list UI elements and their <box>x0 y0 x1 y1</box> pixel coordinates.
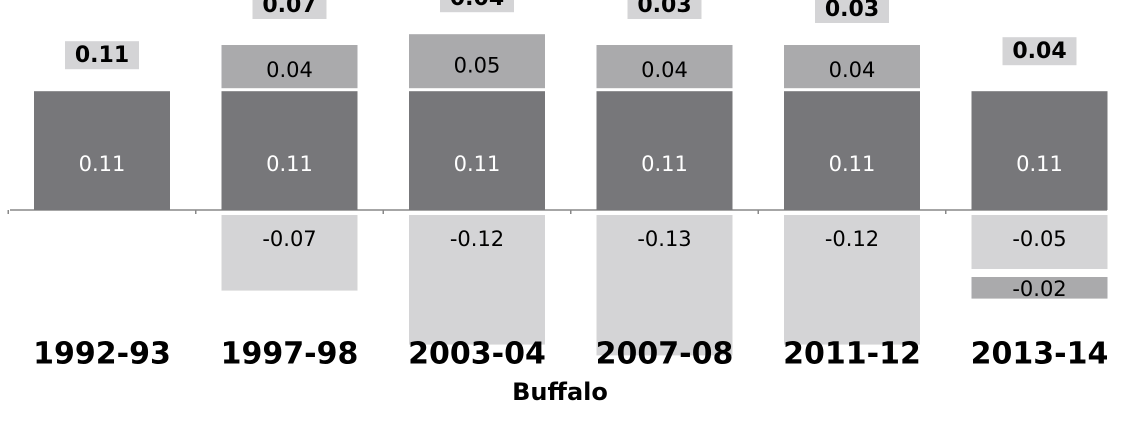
data-label: 0.11 <box>1016 152 1063 176</box>
data-label: -0.02 <box>1012 277 1066 301</box>
data-label: 0.11 <box>266 152 313 176</box>
bar-segment <box>784 45 920 89</box>
bar-segment <box>34 91 170 210</box>
total-label-box <box>1002 37 1077 66</box>
bar-segment <box>221 45 358 89</box>
data-label: 0.04 <box>641 58 688 82</box>
total-label: 0.07 <box>262 0 316 18</box>
total-label: 0.03 <box>825 0 879 22</box>
total-label: 0.04 <box>450 0 504 11</box>
total-label-box <box>440 0 514 13</box>
bar-segment <box>596 91 733 210</box>
total-label-box <box>627 0 702 19</box>
bar-segment <box>971 277 1108 299</box>
total-label-box <box>252 0 327 19</box>
data-label: -0.13 <box>637 227 691 251</box>
category-label: 2013-14 <box>971 337 1109 372</box>
total-label: 0.11 <box>75 43 129 68</box>
data-label: -0.12 <box>450 227 504 251</box>
data-label: 0.11 <box>641 152 688 176</box>
bar-segment <box>409 215 545 345</box>
data-label: 0.11 <box>79 152 126 176</box>
bar-segment <box>784 215 920 345</box>
data-label: -0.07 <box>262 227 316 251</box>
bar-segment <box>596 45 733 89</box>
bar-segment <box>409 34 545 89</box>
data-label: 0.04 <box>829 58 876 82</box>
category-label: 2003-04 <box>408 337 546 372</box>
category-label: 2007-08 <box>596 337 734 372</box>
total-label-box <box>65 41 139 70</box>
data-label: 0.05 <box>454 54 501 78</box>
bar-segment <box>596 215 733 356</box>
bar-segment <box>971 91 1108 210</box>
bar-segment <box>409 91 545 210</box>
bar-segment <box>971 215 1108 269</box>
category-label: 1997-98 <box>221 337 359 372</box>
data-label: -0.12 <box>825 227 879 251</box>
x-axis-label: Buffalo <box>512 378 608 406</box>
total-label: 0.03 <box>637 0 691 18</box>
data-label: 0.11 <box>829 152 876 176</box>
total-label: 0.04 <box>1012 39 1066 64</box>
category-label: 2011-12 <box>783 337 921 372</box>
bar-segment <box>221 215 358 291</box>
data-label: -0.05 <box>1012 227 1066 251</box>
data-label: 0.04 <box>266 58 313 82</box>
data-label: 0.11 <box>454 152 501 176</box>
total-label-box <box>815 0 889 23</box>
bar-segment <box>221 91 358 210</box>
bar-segment <box>784 91 920 210</box>
category-label: 1992-93 <box>33 337 171 372</box>
chart-marks: 0.11 0.11 1992-93 0.11 0.04 -0.07 0.07 1997-98 0… <box>7 0 1109 372</box>
